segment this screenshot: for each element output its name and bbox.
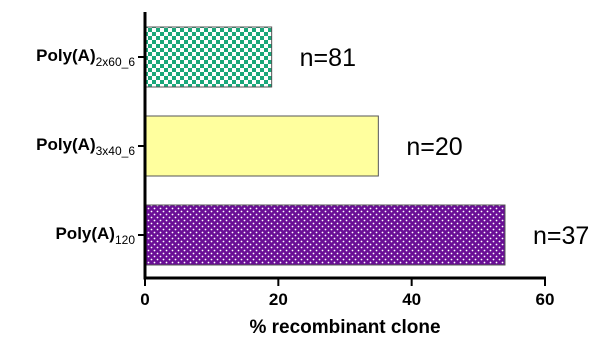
x-tick-label-20: 20 bbox=[269, 290, 288, 309]
data-label-2: n=20 bbox=[406, 133, 462, 161]
x-tick-label-0: 0 bbox=[140, 290, 149, 309]
category-label-1: Poly(A)2x60_6 bbox=[36, 46, 135, 69]
bar-3 bbox=[144, 204, 506, 266]
x-tick-label-60: 60 bbox=[536, 290, 555, 309]
data-label-1: n=81 bbox=[300, 44, 356, 72]
x-tick-label-40: 40 bbox=[402, 290, 421, 309]
bar-2 bbox=[144, 115, 379, 177]
x-axis-title: % recombinant clone bbox=[249, 317, 440, 338]
category-label-2: Poly(A)3x40_6 bbox=[36, 135, 135, 158]
bar-1 bbox=[144, 26, 273, 88]
data-label-3: n=37 bbox=[533, 222, 589, 250]
category-label-3: Poly(A)120 bbox=[55, 224, 135, 247]
